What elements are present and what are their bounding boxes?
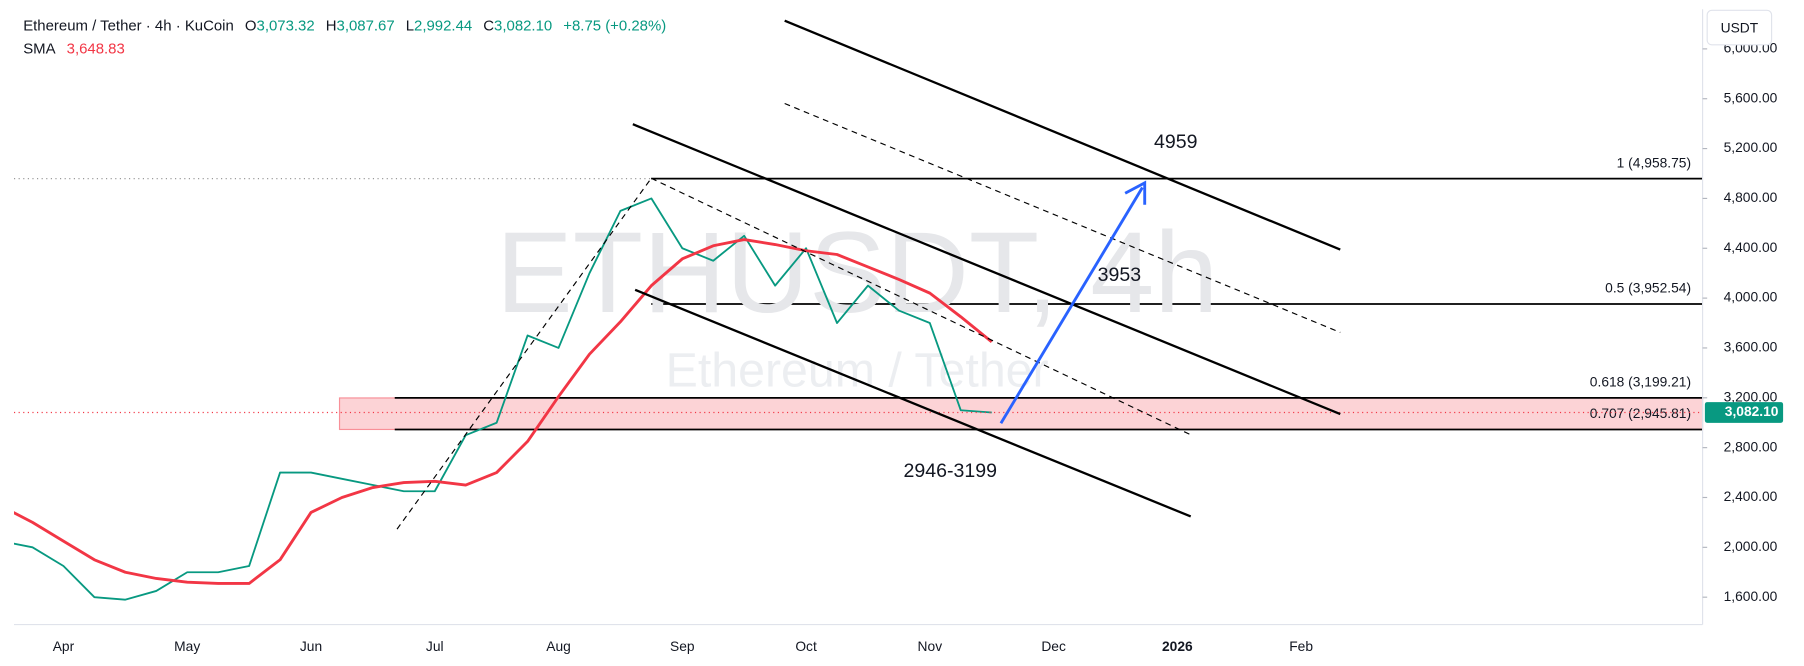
arrow bbox=[999, 186, 1144, 425]
plot bbox=[14, 197, 1703, 601]
ohlc-label: L bbox=[406, 17, 414, 34]
watermark-subtitle: Ethereum / Tether bbox=[666, 344, 1049, 398]
zone bbox=[338, 397, 1704, 431]
price-line bbox=[14, 197, 992, 601]
x-tick-label: Jul bbox=[426, 639, 444, 654]
drawings bbox=[396, 19, 1341, 530]
y-tick-label: 3,600.00 bbox=[1724, 340, 1778, 355]
y-tick-label: 3,200.00 bbox=[1724, 389, 1778, 404]
fib-label: 0.707 (2,945.81) bbox=[1590, 406, 1691, 421]
x-tick-label: Sep bbox=[670, 639, 695, 654]
y-tick-label: 4,000.00 bbox=[1724, 290, 1778, 305]
axes: 1,600.00 2,000.00 2,400.00 2,800.00 3,200.00… bbox=[53, 41, 1784, 654]
ohlc-value: 3,073.32 bbox=[257, 17, 315, 34]
fib-label: 0.5 (3,952.54) bbox=[1605, 281, 1691, 296]
legend-title: Ethereum / Tether · 4h · KuCoin O3,073.3… bbox=[23, 17, 666, 34]
y-tick-label: 2,000.00 bbox=[1724, 539, 1778, 554]
channel-line bbox=[784, 19, 1341, 251]
fib-label: 0.618 (3,199.21) bbox=[1590, 375, 1691, 390]
under-layer: 1 (4,958.75) 0.5 (3,952.54) 0.618 (3,199.2… bbox=[14, 155, 1704, 431]
x-tick-label: Oct bbox=[795, 639, 817, 654]
ohlc-label: H bbox=[326, 17, 337, 34]
ohlc-value: 2,992.44 bbox=[414, 17, 472, 34]
annotation: 4959 bbox=[1154, 131, 1197, 153]
annotation: 3953 bbox=[1098, 264, 1142, 286]
fib-label: 1 (4,958.75) bbox=[1617, 155, 1691, 170]
price-tag-label: 3,082.10 bbox=[1725, 404, 1779, 419]
y-tick-label: 5,200.00 bbox=[1724, 140, 1778, 155]
y-tick-label: 4,800.00 bbox=[1724, 190, 1778, 205]
y-tick-label: 2,400.00 bbox=[1724, 489, 1778, 504]
x-tick-label: Dec bbox=[1041, 639, 1066, 654]
legend-value: 3,648.83 bbox=[67, 40, 125, 57]
sma-line bbox=[14, 238, 993, 585]
currency-button[interactable] bbox=[1706, 9, 1773, 46]
y-tick-label: 1,600.00 bbox=[1724, 589, 1778, 604]
price-tag bbox=[1704, 402, 1784, 423]
channel-line bbox=[632, 123, 1341, 416]
x-tick-label: Jun bbox=[300, 639, 322, 654]
channel-mid-line bbox=[784, 102, 1341, 333]
x-tick-label: Apr bbox=[53, 639, 75, 654]
legend-name: SMA bbox=[23, 40, 55, 57]
channel-line bbox=[634, 288, 1192, 518]
change: +8.75 (+0.28%) bbox=[563, 17, 666, 34]
channel-mid-line bbox=[650, 177, 1191, 436]
x-tick-label: Aug bbox=[546, 639, 571, 654]
annotation: 2946-3199 bbox=[904, 460, 997, 482]
y-tick-label: 4,400.00 bbox=[1724, 240, 1778, 255]
currency[interactable]: USDT bbox=[1721, 20, 1759, 35]
x-tick-label: Nov bbox=[918, 639, 943, 654]
x-tick-label: 2026 bbox=[1162, 639, 1193, 654]
y-tick-label: 5,600.00 bbox=[1724, 90, 1778, 105]
ohlc-value: 3,087.67 bbox=[337, 17, 395, 34]
legend-sma: SMA 3,648.83 bbox=[23, 40, 125, 57]
ohlc-label: O bbox=[245, 17, 257, 34]
symbol: Ethereum / Tether · 4h · KuCoin bbox=[23, 17, 234, 34]
x-tick-label: May bbox=[174, 639, 200, 654]
x-tick-label: Feb bbox=[1289, 639, 1313, 654]
ohlc-label: C bbox=[483, 17, 494, 34]
ohlc-value: 3,082.10 bbox=[494, 17, 552, 34]
y-tick-label: 2,800.00 bbox=[1724, 439, 1778, 454]
arrow-head bbox=[1124, 180, 1147, 205]
